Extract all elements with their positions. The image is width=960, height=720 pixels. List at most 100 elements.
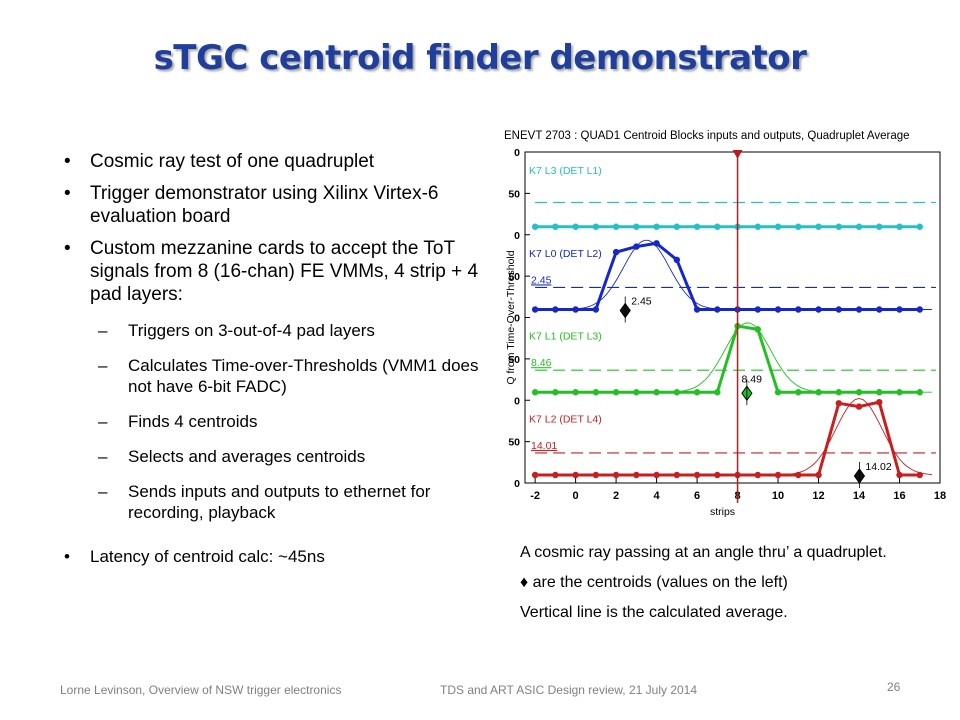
series-line xyxy=(535,324,920,394)
data-point xyxy=(693,223,701,230)
data-point xyxy=(855,389,863,396)
data-point xyxy=(896,306,903,313)
data-point xyxy=(855,306,863,313)
data-point xyxy=(855,223,863,230)
bullet-item-latency: Latency of centroid calc: ~45ns xyxy=(60,545,480,568)
x-tick-label: 18 xyxy=(934,490,946,502)
data-point xyxy=(633,471,640,479)
data-point xyxy=(653,240,660,247)
data-point xyxy=(774,223,782,230)
x-tick-label: 10 xyxy=(772,490,784,502)
slide-title: sTGC centroid finder demonstrator xyxy=(153,38,807,78)
caption-line: A cosmic ray passing at an angle thru’ a… xyxy=(520,544,887,561)
data-point xyxy=(714,223,721,230)
plot-frame xyxy=(524,151,941,484)
y-tick-label: 0 xyxy=(514,395,520,407)
y-tick-label: 0 xyxy=(514,147,520,159)
data-point xyxy=(815,306,822,313)
x-tick-label: 4 xyxy=(654,490,661,502)
data-point xyxy=(552,223,559,230)
series-name: K7 L0 (DET L2) xyxy=(529,248,602,260)
series-name: K7 L1 (DET L3) xyxy=(529,331,602,343)
series-line xyxy=(535,241,920,311)
x-tick-label: 0 xyxy=(573,490,579,502)
data-point xyxy=(653,471,660,479)
data-point xyxy=(552,389,559,396)
data-point xyxy=(673,471,681,479)
data-point xyxy=(835,389,842,396)
y-axis-label: Q from Time-Over-Threshold xyxy=(505,250,517,384)
x-axis-label: strips xyxy=(710,506,735,518)
data-point xyxy=(653,389,660,396)
y-tick-label: 50 xyxy=(508,354,520,366)
data-point xyxy=(855,403,863,410)
centroid-value: 14.02 xyxy=(865,461,891,473)
sub-bullet-list: Triggers on 3-out-of-4 pad layers Calcul… xyxy=(60,320,480,523)
data-point xyxy=(653,223,660,230)
y-tick-label: 50 xyxy=(508,188,520,200)
x-tick-label: 14 xyxy=(853,490,866,502)
bullet-list: Cosmic ray test of one quadruplet Trigge… xyxy=(60,150,480,577)
y-tick-label: 0 xyxy=(514,478,520,490)
sub-bullet-item: Finds 4 centroids xyxy=(60,411,480,432)
data-point xyxy=(835,223,842,230)
page-number: 26 xyxy=(887,680,901,694)
average-marker xyxy=(732,150,743,159)
data-point xyxy=(774,471,782,479)
data-point xyxy=(572,389,579,396)
bullet-item: Trigger demonstrator using Xilinx Virtex… xyxy=(60,182,480,228)
data-point xyxy=(531,389,539,396)
data-point xyxy=(835,306,842,313)
footer-author: Lorne Levinson, Overview of NSW trigger … xyxy=(60,683,342,697)
data-point xyxy=(795,389,802,396)
data-point xyxy=(815,223,822,230)
chart-caption: A cosmic ray passing at an angle thru’ a… xyxy=(520,542,940,632)
data-point xyxy=(916,471,923,479)
bullet-item: Custom mezzanine cards to accept the ToT… xyxy=(60,237,480,306)
centroid-left-label: 14.01 xyxy=(531,440,557,452)
caption-line: Vertical line is the calculated average. xyxy=(520,604,788,621)
data-point xyxy=(774,306,782,313)
data-point xyxy=(896,389,903,396)
chart-svg: ENEVT 2703 : QUAD1 Centroid Blocks input… xyxy=(504,130,946,518)
x-tick-label: 6 xyxy=(694,490,700,502)
data-point xyxy=(754,223,762,230)
y-tick-label: 50 xyxy=(508,437,520,449)
data-point xyxy=(876,306,883,313)
data-point xyxy=(633,389,640,396)
x-tick-label: -2 xyxy=(530,490,540,502)
data-point xyxy=(531,223,539,230)
data-point xyxy=(714,471,721,479)
x-tick-label: 12 xyxy=(812,490,824,502)
data-point xyxy=(876,223,883,230)
data-point xyxy=(633,243,640,250)
y-tick-label: 0 xyxy=(514,313,520,325)
sub-bullet-item: Sends inputs and outputs to ethernet for… xyxy=(60,481,480,523)
data-point xyxy=(633,223,640,230)
bullet-item: Cosmic ray test of one quadruplet xyxy=(60,150,480,173)
centroid-left-label: 2.45 xyxy=(531,274,552,286)
average-value: 8.49 xyxy=(742,373,763,385)
footer-event: TDS and ART ASIC Design review, 21 July … xyxy=(440,683,698,697)
data-point xyxy=(531,471,539,479)
data-point xyxy=(693,306,701,313)
x-tick-label: 16 xyxy=(893,490,905,502)
data-point xyxy=(592,223,600,230)
data-point xyxy=(612,471,620,479)
caption-line: ♦ are the centroids (values on the left) xyxy=(520,574,788,591)
centroid-value: 2.45 xyxy=(631,296,652,308)
data-point xyxy=(754,326,762,333)
data-point xyxy=(795,223,802,230)
series-name: K7 L3 (DET L1) xyxy=(529,165,602,177)
series-line xyxy=(535,400,920,477)
chart-title: ENEVT 2703 : QUAD1 Centroid Blocks input… xyxy=(504,130,910,142)
x-tick-label: 2 xyxy=(613,490,619,502)
data-point xyxy=(795,306,802,313)
data-point xyxy=(592,306,600,313)
series-name: K7 L2 (DET L4) xyxy=(529,413,602,425)
data-point xyxy=(896,471,903,479)
data-point xyxy=(572,223,579,230)
data-point xyxy=(815,389,822,396)
data-point xyxy=(714,306,721,313)
centroid-left-label: 8.46 xyxy=(531,357,552,369)
